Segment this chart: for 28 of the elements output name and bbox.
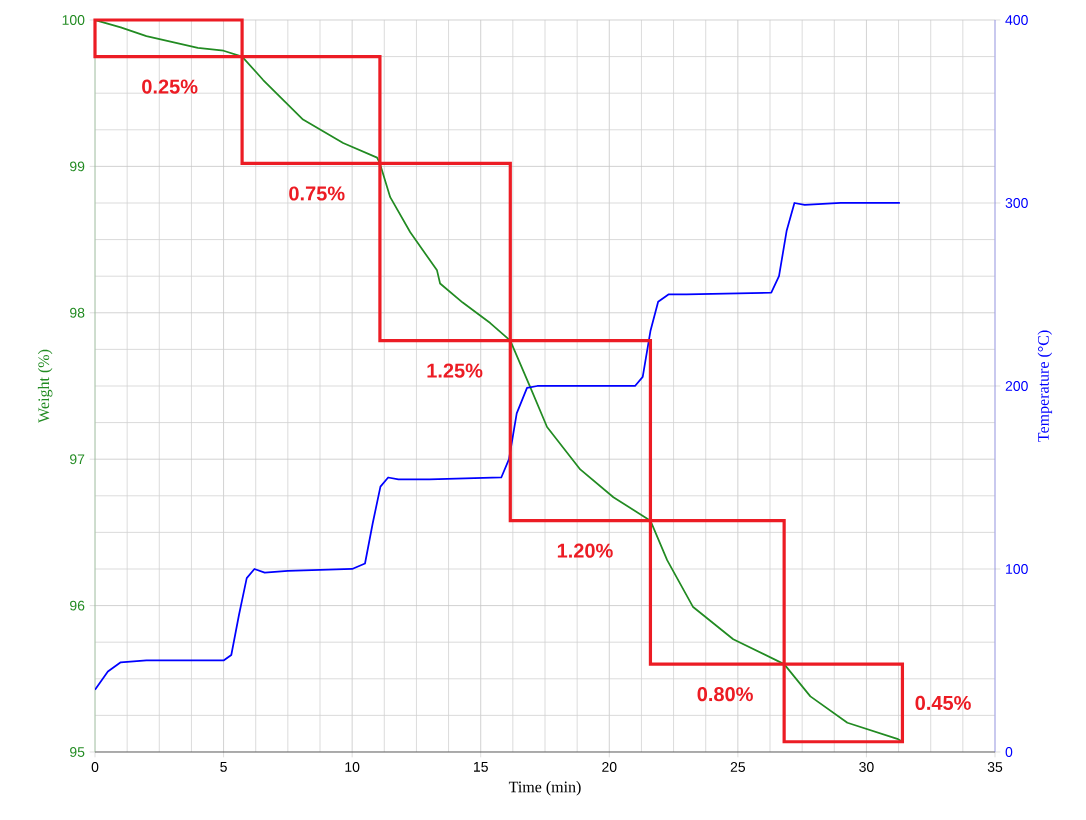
y-tick-label: 95	[70, 747, 85, 757]
y-axis-title: Weight (%)	[37, 349, 53, 423]
x-tick-label: 35	[987, 762, 1003, 772]
y2-tick-label: 300	[1005, 198, 1028, 208]
y2-axis-title: Temperature (°C)	[1037, 330, 1053, 442]
annotation: 1.20%	[557, 543, 613, 558]
x-axis-title: Time (min)	[508, 781, 581, 796]
annotation: 1.25%	[427, 363, 483, 378]
y2-tick-label: 400	[1005, 15, 1028, 25]
y2-tick-label: 0	[1005, 747, 1013, 757]
x-tick-label: 5	[220, 762, 227, 772]
y2-tick-label: 100	[1006, 564, 1028, 574]
x-tick-label: 25	[730, 762, 746, 772]
x-tick-label: 15	[474, 762, 488, 772]
x-tick-label: 0	[91, 762, 99, 772]
annotation: 0.75%	[289, 186, 345, 201]
y-tick-label: 98	[70, 307, 85, 318]
annotation: 0.25%	[142, 79, 198, 94]
y-tick-label: 100	[62, 15, 85, 25]
x-tick-label: 10	[345, 762, 360, 772]
annotation: 0.45%	[915, 695, 971, 711]
x-tick-label: 30	[859, 762, 874, 772]
y-tick-label: 97	[70, 454, 85, 465]
y-tick-label: 99	[70, 161, 85, 172]
x-tick-label: 20	[602, 762, 617, 772]
annotation: 0.80%	[697, 687, 753, 702]
y-tick-label: 96	[70, 600, 85, 611]
y2-tick-label: 200	[1005, 381, 1028, 391]
